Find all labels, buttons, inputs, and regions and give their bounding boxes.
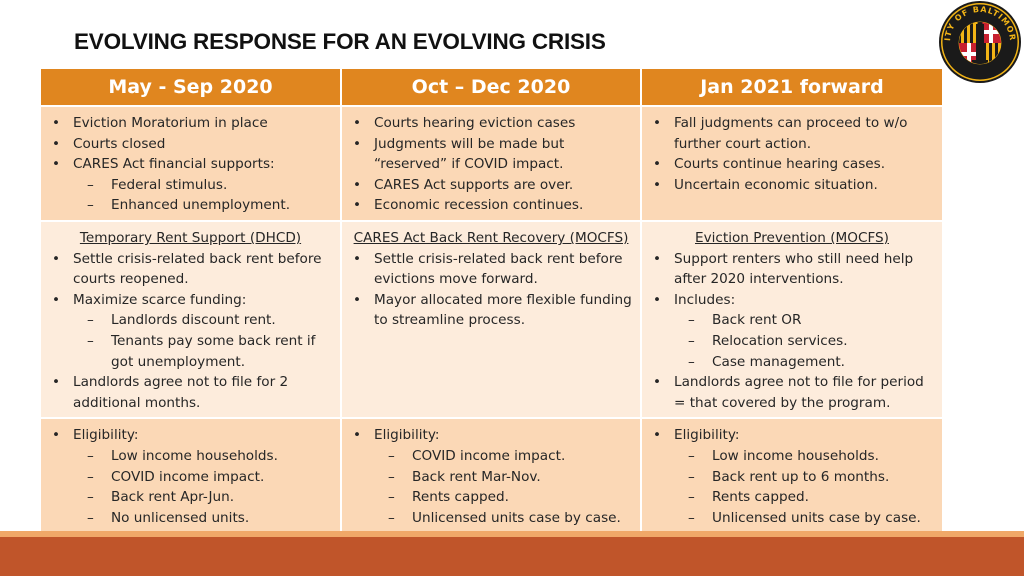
sub-item: Unlicensed units case by case.: [374, 508, 634, 529]
bullet-item: Support renters who still need help afte…: [648, 249, 936, 290]
footer-stripe: [0, 531, 1024, 537]
sub-item: Low income households.: [674, 446, 936, 467]
bullet-item: Fall judgments can proceed to w/o furthe…: [648, 113, 936, 154]
table-cell: Courts hearing eviction cases Judgments …: [341, 106, 642, 222]
sub-item: Low income households.: [73, 446, 334, 467]
sub-item: Landlords discount rent.: [73, 310, 334, 331]
table-cell: CARES Act Back Rent Recovery (MOCFS) Set…: [341, 220, 642, 420]
bullet-item: Eligibility: COVID income impact. Back r…: [348, 425, 634, 528]
table-row-conditions: Eviction Moratorium in place Courts clos…: [41, 106, 942, 222]
sub-item: Relocation services.: [674, 331, 936, 352]
sub-item: Tenants pay some back rent if got unempl…: [73, 331, 334, 372]
sub-item: COVID income impact.: [73, 467, 334, 488]
sub-item: Unlicensed units case by case.: [674, 508, 936, 529]
response-timeline-table: May - Sep 2020 Oct – Dec 2020 Jan 2021 f…: [41, 69, 942, 538]
sub-item: Case management.: [674, 352, 936, 373]
seal-icon: CITY OF BALTIMORE: [938, 0, 1021, 83]
bullet-item: Eviction Moratorium in place: [47, 113, 334, 134]
bullet-item: CARES Act supports are over.: [348, 175, 634, 196]
bullet-item: Courts closed: [47, 134, 334, 155]
bullet-item: Landlords agree not to file for period =…: [648, 372, 936, 413]
sub-item: Back rent Mar-Nov.: [374, 467, 634, 488]
table-cell: Eligibility: COVID income impact. Back r…: [341, 418, 642, 538]
table-cell: Eviction Prevention (MOCFS) Support rent…: [641, 220, 942, 420]
sub-item: Back rent Apr-Jun.: [73, 487, 334, 508]
bullet-item: Settle crisis-related back rent before e…: [348, 249, 634, 290]
column-header-may-sep-2020: May - Sep 2020: [41, 69, 342, 107]
sub-item: No unlicensed units.: [73, 508, 334, 529]
bullet-item: Economic recession continues.: [348, 195, 634, 216]
table-cell: Fall judgments can proceed to w/o furthe…: [641, 106, 942, 222]
bullet-item: Courts continue hearing cases.: [648, 154, 936, 175]
program-title: Temporary Rent Support (DHCD): [79, 229, 302, 246]
bullet-item: Judgments will be made but “reserved” if…: [348, 134, 634, 175]
bullet-item: Maximize scarce funding: Landlords disco…: [47, 290, 334, 372]
sub-item: Federal stimulus.: [73, 175, 334, 196]
slide-title: EVOLVING RESPONSE FOR AN EVOLVING CRISIS: [74, 29, 606, 54]
footer-band: [0, 537, 1024, 576]
sub-item: Enhanced unemployment.: [73, 195, 334, 216]
bullet-item: CARES Act financial supports: Federal st…: [47, 154, 334, 216]
bullet-item: Includes: Back rent OR Relocation servic…: [648, 290, 936, 372]
sub-item: COVID income impact.: [374, 446, 634, 467]
program-title: Eviction Prevention (MOCFS): [695, 229, 889, 246]
city-of-baltimore-seal: CITY OF BALTIMORE: [938, 0, 1022, 84]
bullet-item: Mayor allocated more flexible funding to…: [348, 290, 634, 331]
bullet-item: Eligibility: Low income households. COVI…: [47, 425, 334, 528]
table-row-eligibility: Eligibility: Low income households. COVI…: [41, 418, 942, 538]
bullet-item: Landlords agree not to file for 2 additi…: [47, 372, 334, 413]
sub-item: Back rent up to 6 months.: [674, 467, 936, 488]
sub-item: Rents capped.: [674, 487, 936, 508]
bullet-item: Uncertain economic situation.: [648, 175, 936, 196]
bullet-item: Courts hearing eviction cases: [348, 113, 634, 134]
bullet-item: Settle crisis-related back rent before c…: [47, 249, 334, 290]
column-header-oct-dec-2020: Oct – Dec 2020: [341, 69, 642, 107]
table-cell: Eligibility: Low income households. Back…: [641, 418, 942, 538]
footer-bar: [0, 531, 1024, 576]
table-cell: Eviction Moratorium in place Courts clos…: [41, 106, 342, 222]
table-cell: Eligibility: Low income households. COVI…: [41, 418, 342, 538]
table-cell: Temporary Rent Support (DHCD) Settle cri…: [41, 220, 342, 420]
program-title: CARES Act Back Rent Recovery (MOCFS): [353, 229, 629, 246]
column-header-jan-2021-forward: Jan 2021 forward: [641, 69, 942, 107]
table-row-programs: Temporary Rent Support (DHCD) Settle cri…: [41, 220, 942, 420]
sub-item: Rents capped.: [374, 487, 634, 508]
sub-item: Back rent OR: [674, 310, 936, 331]
bullet-item: Eligibility: Low income households. Back…: [648, 425, 936, 528]
